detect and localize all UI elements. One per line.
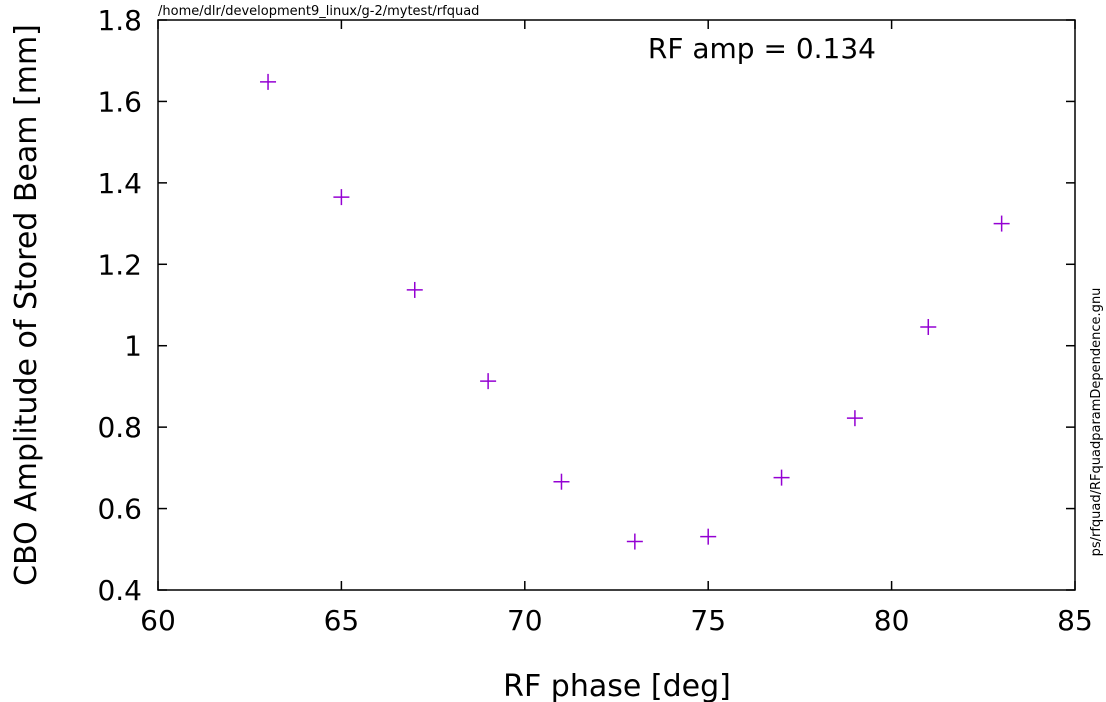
y-tick-label: 1 bbox=[124, 330, 142, 363]
y-axis-label: CBO Amplitude of Stored Beam [mm] bbox=[9, 24, 44, 586]
x-tick-label: 65 bbox=[324, 604, 360, 637]
x-tick-label: 60 bbox=[140, 604, 176, 637]
y-tick-label: 1.8 bbox=[97, 4, 142, 37]
y-tick-label: 1.2 bbox=[97, 248, 142, 281]
data-point bbox=[480, 373, 497, 390]
data-points bbox=[260, 73, 1010, 550]
y-tick-label: 1.6 bbox=[97, 85, 142, 118]
y-tick-label: 1.4 bbox=[97, 167, 142, 200]
x-tick-label: 85 bbox=[1057, 604, 1093, 637]
data-point bbox=[260, 73, 277, 90]
y-tick-label: 0.8 bbox=[97, 411, 142, 444]
data-point bbox=[993, 215, 1010, 232]
data-point bbox=[406, 281, 423, 298]
data-point bbox=[553, 473, 570, 490]
data-point bbox=[920, 318, 937, 335]
side-file-label: ps/rfquad/RFquadparamDependence.gnu bbox=[1089, 288, 1104, 557]
data-point bbox=[846, 410, 863, 427]
data-point bbox=[773, 469, 790, 486]
y-tick-label: 0.6 bbox=[97, 493, 142, 526]
data-point bbox=[626, 533, 643, 550]
x-axis-label: RF phase [deg] bbox=[503, 669, 731, 702]
annotation-rf-amp: RF amp = 0.134 bbox=[648, 32, 876, 65]
data-point bbox=[333, 189, 350, 206]
y-axis-ticks: 0.4 0.6 0.8 1 1.2 1.4 1.6 1.8 bbox=[97, 4, 1075, 607]
data-point bbox=[700, 528, 717, 545]
plot-frame bbox=[157, 19, 1076, 591]
y-tick-label: 0.4 bbox=[97, 574, 142, 607]
x-tick-label: 70 bbox=[507, 604, 543, 637]
x-tick-label: 75 bbox=[690, 604, 726, 637]
x-axis-ticks: 60 65 70 75 80 85 bbox=[140, 20, 1093, 637]
header-path: /home/dlr/development9_linux/g-2/mytest/… bbox=[158, 4, 479, 19]
x-tick-label: 80 bbox=[874, 604, 910, 637]
